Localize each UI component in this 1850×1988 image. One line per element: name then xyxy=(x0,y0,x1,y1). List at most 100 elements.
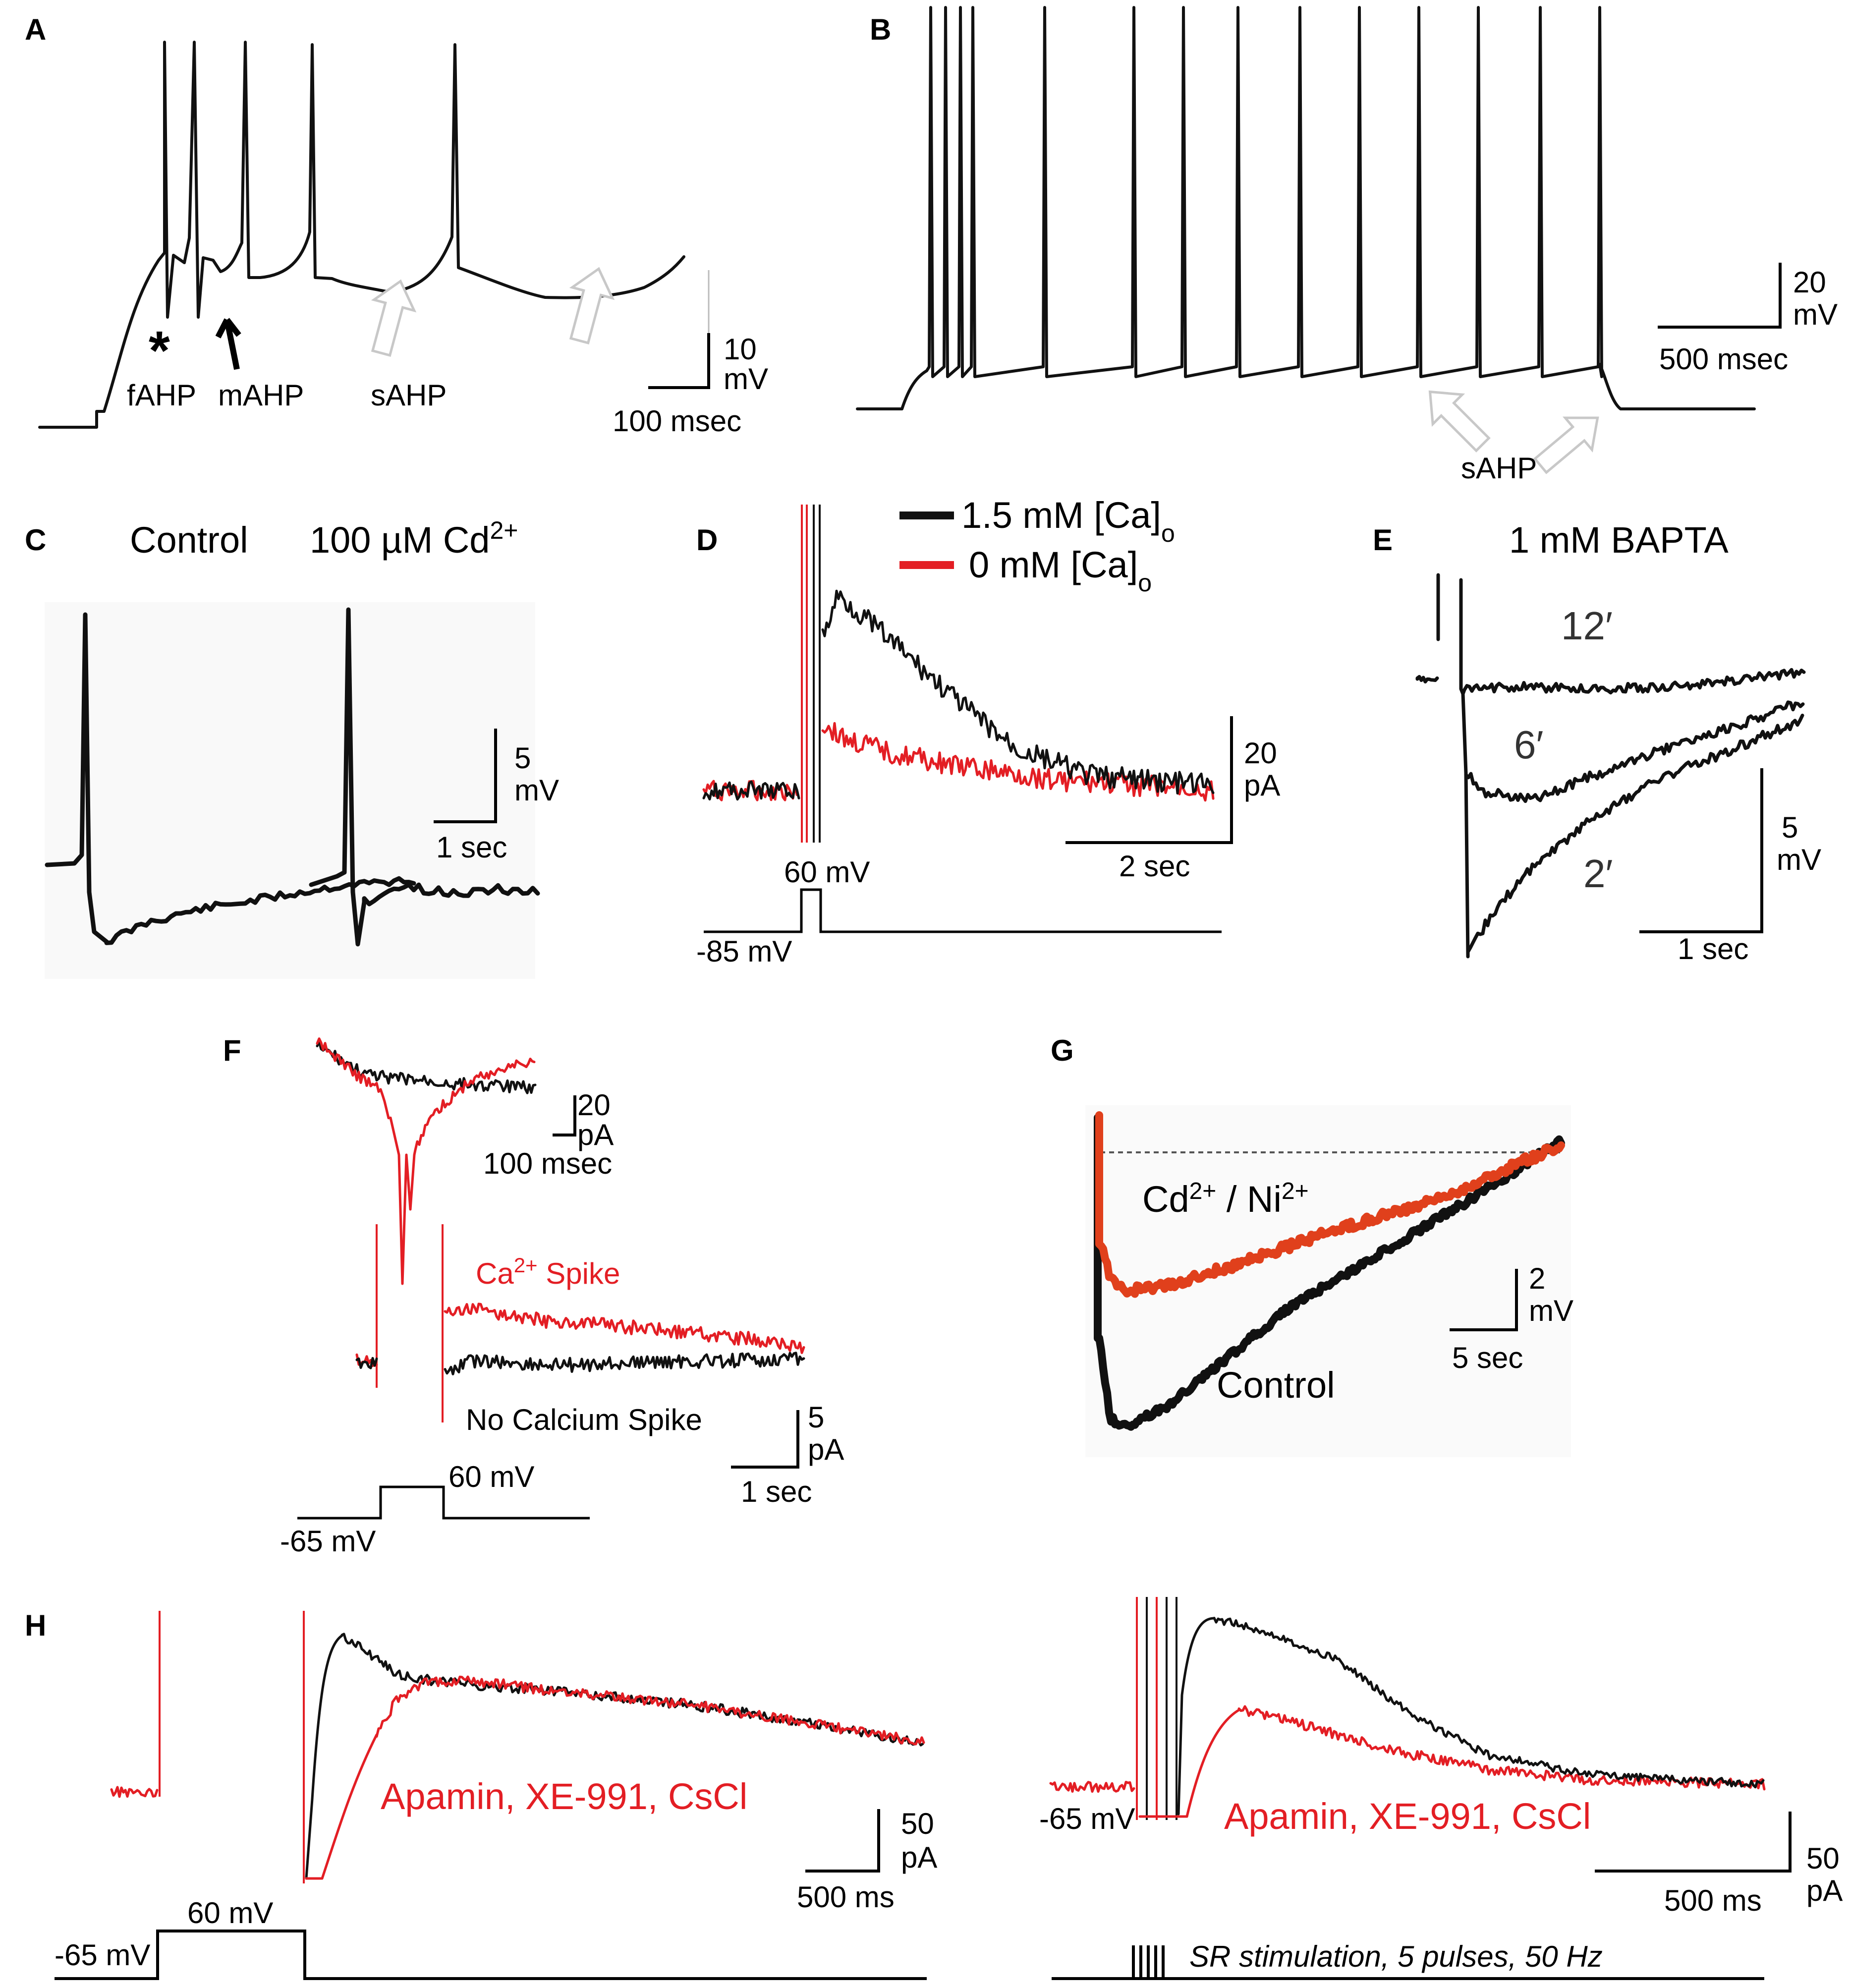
panel-f-inset-scalebar xyxy=(553,1095,576,1136)
panel-b-trace xyxy=(856,6,1756,410)
panel-h-left-black-trace xyxy=(305,1633,924,1880)
panel-c: C Control 100 µM Cd2+ 5 mV 1 sec xyxy=(25,516,559,979)
panel-e: E 1 mM BAPTA 12′ 6′ 2′ 5 mV 1 sec xyxy=(1373,519,1821,966)
panel-d-step-label: 60 mV xyxy=(784,855,870,889)
panel-h-right: -65 mV Apamin, XE-991, CsCl 50 pA 500 ms… xyxy=(1039,1597,1843,1980)
panel-d-scale-y: 20 xyxy=(1244,737,1277,770)
panel-a-scale-y: 10 xyxy=(724,333,757,366)
panel-a-trace xyxy=(38,41,685,429)
panel-a-scale-x: 100 msec xyxy=(613,404,741,438)
panel-d-letter: D xyxy=(696,523,718,557)
panel-e-scale-x: 1 sec xyxy=(1678,932,1748,966)
panel-f-inset-scale-y: 20 xyxy=(577,1088,611,1122)
panel-c-background xyxy=(45,602,535,979)
panel-e-trace-12min xyxy=(1415,573,1806,696)
panel-g-scale-y: 2 xyxy=(1529,1262,1545,1295)
panel-f-black-trace xyxy=(355,1352,805,1375)
panel-b-scalebar xyxy=(1658,263,1782,329)
panel-c-control-trace xyxy=(45,612,416,945)
panel-b: B sAHP 20 mV 500 msec xyxy=(856,6,1838,485)
panel-f-voltage-protocol xyxy=(297,1485,590,1520)
panel-h: H Apamin, XE-991, CsCl 50 pA 500 ms 60 m… xyxy=(25,1597,1843,1980)
panel-b-sahp-label: sAHP xyxy=(1461,452,1537,485)
panel-h-right-stim-pulses xyxy=(1132,1945,1165,1979)
sahp-open-arrow-3 xyxy=(1428,390,1491,453)
panel-h-left-pre-trace xyxy=(110,1786,159,1798)
sahp-open-arrow-1 xyxy=(371,279,417,357)
panel-f-scale-y: 5 xyxy=(808,1401,824,1434)
panel-c-scale-y: 5 xyxy=(514,741,531,775)
panel-f-step-label: 60 mV xyxy=(448,1460,534,1493)
sahp-open-arrow-2 xyxy=(569,267,615,344)
panel-e-title: 1 mM BAPTA xyxy=(1509,519,1729,561)
panel-h-left-voltage-protocol xyxy=(55,1930,927,1980)
panel-d-voltage-protocol xyxy=(704,888,1222,933)
panel-h-right-black-trace xyxy=(1177,1617,1765,1816)
panel-h-right-scale-y: 50 xyxy=(1806,1842,1840,1875)
legend-black-label: 1.5 mM [Ca]o xyxy=(961,495,1175,547)
panel-h-left-scale-x: 500 ms xyxy=(797,1880,895,1914)
panel-h-right-scale-x: 500 ms xyxy=(1664,1884,1762,1917)
panel-c-control-title: Control xyxy=(130,519,248,561)
panel-g-cd-ni-trace xyxy=(1095,1111,1565,1298)
panel-f: F 20 pA 100 msec Ca2+ Spike No Calcium S… xyxy=(223,1034,844,1558)
panel-h-left-scale-unit: pA xyxy=(901,1841,937,1874)
sahp-label: sAHP xyxy=(371,379,447,412)
panel-h-right-stim-artifacts xyxy=(1136,1597,1177,1820)
panel-a: A * fAHP mAHP sAHP 10 mV 100 msec xyxy=(25,13,768,438)
panel-g-control-label: Control xyxy=(1217,1364,1335,1406)
panel-b-scale-unit: mV xyxy=(1793,298,1838,331)
panel-h-right-scalebar xyxy=(1595,1812,1792,1873)
panel-f-inset-scale-unit: pA xyxy=(577,1118,614,1151)
panel-d-scale-unit: pA xyxy=(1244,769,1280,802)
panel-b-scale-y: 20 xyxy=(1793,266,1826,299)
panel-h-right-hold-label: -65 mV xyxy=(1039,1802,1135,1835)
panel-f-scalebar xyxy=(731,1410,799,1469)
panel-e-letter: E xyxy=(1373,523,1393,557)
sahp-open-arrow-4 xyxy=(1533,416,1599,474)
panel-h-left-scalebar xyxy=(805,1809,880,1873)
panel-c-cd-trace xyxy=(309,607,540,947)
panel-e-label-6: 6′ xyxy=(1514,723,1544,767)
panel-a-letter: A xyxy=(25,13,46,46)
panel-e-label-12: 12′ xyxy=(1561,604,1613,648)
panel-f-scale-x: 1 sec xyxy=(741,1475,812,1508)
panel-e-scale-unit: mV xyxy=(1777,843,1821,876)
legend-red-label: 0 mM [Ca]o xyxy=(969,544,1152,597)
panel-h-left-drugs-label: Apamin, XE-991, CsCl xyxy=(381,1776,747,1817)
panel-g: G Cd2+ / Ni2+ Control 2 mV 5 sec xyxy=(1051,1034,1573,1457)
panel-e-label-2: 2′ xyxy=(1583,852,1613,896)
panel-h-right-scale-unit: pA xyxy=(1806,1874,1843,1907)
panel-d-scale-x: 2 sec xyxy=(1119,850,1190,883)
panel-f-inset-scale-x: 100 msec xyxy=(483,1147,612,1180)
panel-h-letter: H xyxy=(25,1609,46,1642)
panel-h-left-hold-label: -65 mV xyxy=(55,1938,150,1972)
panel-c-scale-x: 1 sec xyxy=(436,831,507,864)
panel-d-scalebar xyxy=(1065,716,1233,844)
panel-c-letter: C xyxy=(25,523,46,557)
panel-f-scale-unit: pA xyxy=(808,1433,844,1466)
panel-d-black-trace xyxy=(702,589,1215,801)
panel-e-scalebar xyxy=(1639,768,1763,933)
panel-h-left: Apamin, XE-991, CsCl 50 pA 500 ms 60 mV … xyxy=(55,1611,937,1980)
panel-e-trace-2min xyxy=(1464,713,1804,959)
panel-g-scale-unit: mV xyxy=(1529,1294,1573,1327)
panel-g-letter: G xyxy=(1051,1034,1074,1067)
panel-e-scale-y: 5 xyxy=(1782,811,1798,844)
panel-d-stim-artifacts xyxy=(801,505,821,843)
panel-h-left-step-label: 60 mV xyxy=(187,1896,273,1930)
panel-d: D 1.5 mM [Ca]o 0 mM [Ca]o 20 pA 2 sec 60… xyxy=(696,495,1280,968)
panel-h-right-stim-label: SR stimulation, 5 pulses, 50 Hz xyxy=(1189,1940,1603,1973)
panel-b-letter: B xyxy=(870,13,891,46)
panel-h-right-drugs-label: Apamin, XE-991, CsCl xyxy=(1224,1796,1591,1837)
mahp-label: mAHP xyxy=(218,379,304,412)
panel-h-left-scale-y: 50 xyxy=(901,1807,934,1840)
panel-g-scale-x: 5 sec xyxy=(1452,1341,1523,1374)
panel-c-scale-unit: mV xyxy=(514,774,559,807)
fahp-label: fAHP xyxy=(127,379,196,412)
panel-h-left-red-trace xyxy=(305,1675,925,1880)
panel-f-letter: F xyxy=(223,1034,241,1067)
panel-g-control-trace xyxy=(1094,1114,1565,1431)
panel-f-red-trace xyxy=(355,1303,805,1367)
